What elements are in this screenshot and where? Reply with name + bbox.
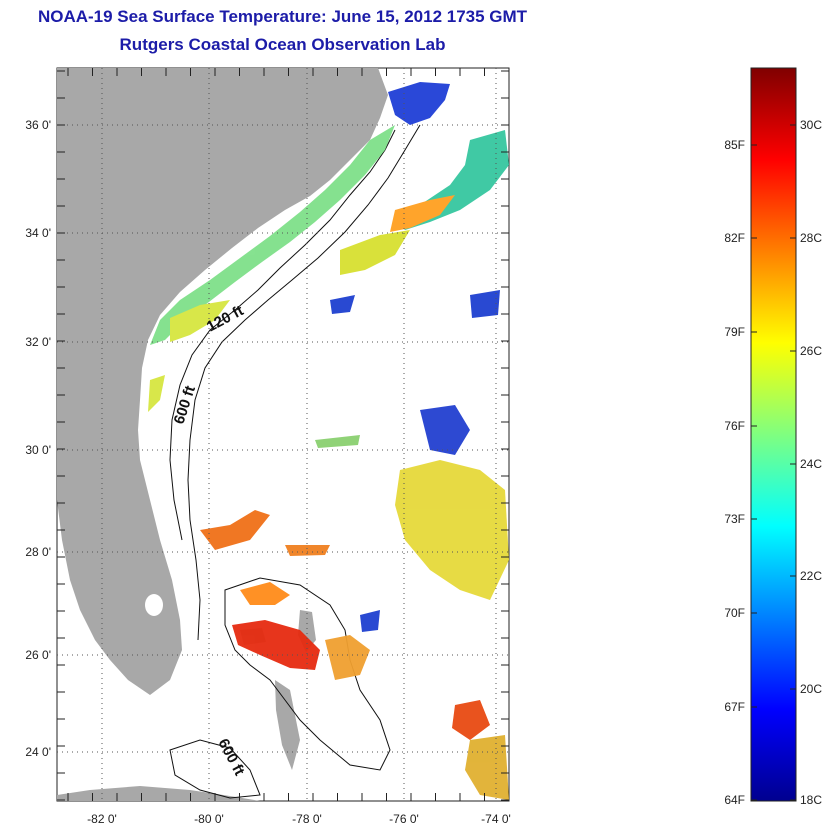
land-mainland: [57, 68, 388, 695]
colorbar-f-label: 67F: [724, 700, 745, 714]
lon-tick-label: -80 0': [194, 812, 224, 826]
lon-tick-label: -82 0': [87, 812, 117, 826]
colorbar-c-label: 26C: [800, 344, 822, 358]
colorbar-c-label: 30C: [800, 118, 822, 132]
latitude-labels: 36 0' 34 0' 32 0' 30 0' 28 0' 26 0' 24 0': [25, 118, 51, 759]
map-title: NOAA-19 Sea Surface Temperature: June 15…: [37, 7, 528, 26]
lat-tick-label: 32 0': [25, 335, 51, 349]
lake-okeechobee: [145, 594, 163, 616]
colorbar-c-label: 24C: [800, 457, 822, 471]
colorbar-f-label: 79F: [724, 325, 745, 339]
lon-tick-label: -76 0': [389, 812, 419, 826]
sst-patch-shelf-yellow: [170, 300, 230, 342]
colorbar-c-label: 28C: [800, 231, 822, 245]
land-bahamas-2: [275, 680, 300, 770]
colorbar-f-label: 70F: [724, 606, 745, 620]
colorbar-ticks: [751, 124, 796, 801]
sst-patch-coastal-shelf: [150, 125, 395, 345]
lat-tick-label: 36 0': [25, 118, 51, 132]
sst-patch-gulfstream-orange: [390, 195, 455, 232]
sst-patch-cold-1: [360, 610, 380, 632]
contour-120ft: [169, 129, 396, 541]
sst-patch-offshore-cold: [420, 405, 470, 455]
frame-ticks: [57, 68, 509, 801]
lat-tick-label: 26 0': [25, 648, 51, 662]
land-cuba: [57, 786, 260, 801]
map-subtitle: Rutgers Coastal Ocean Observation Lab: [119, 35, 446, 54]
sst-patch-bahamas-orange: [240, 582, 290, 605]
sst-patch-cold-2: [330, 295, 355, 314]
colorbar-gradient: [750, 67, 797, 802]
sst-patch-bahamas-mixed: [325, 635, 370, 680]
colorbar-c-label: 18C: [800, 793, 822, 807]
colorbar-celsius-labels: 30C 28C 26C 24C 22C 20C 18C: [800, 118, 822, 807]
sst-patch-southeast-red: [452, 700, 490, 740]
contour-600ft: [187, 124, 421, 641]
contour-bahamas: [224, 577, 391, 771]
lat-tick-label: 24 0': [25, 745, 51, 759]
sst-patch-offshore-east: [395, 460, 509, 600]
lat-tick-label: 28 0': [25, 545, 51, 559]
colorbar-f-label: 73F: [724, 512, 745, 526]
colorbar-c-label: 22C: [800, 569, 822, 583]
lon-tick-label: -78 0': [292, 812, 322, 826]
colorbar-c-label: 20C: [800, 682, 822, 696]
colorbar-f-label: 64F: [724, 793, 745, 807]
sst-patch-carolina: [148, 375, 165, 412]
sst-patch-cold-3: [470, 290, 500, 318]
colorbar-f-label: 82F: [724, 231, 745, 245]
colorbar-fahrenheit-labels: 85F 82F 79F 76F 73F 70F 67F 64F: [724, 138, 745, 807]
sst-patch-florida-straits: [200, 510, 270, 550]
contour-bahamas-south: [169, 739, 261, 799]
lat-tick-label: 30 0': [25, 443, 51, 457]
lon-tick-label: -74 0': [481, 812, 511, 826]
colorbar-f-label: 76F: [724, 419, 745, 433]
longitude-labels: -82 0' -80 0' -78 0' -76 0' -74 0': [87, 812, 511, 826]
colorbar-f-label: 85F: [724, 138, 745, 152]
sst-patch-scatter-2: [285, 545, 330, 556]
sst-patch-scatter-1: [315, 435, 360, 448]
lat-tick-label: 34 0': [25, 226, 51, 240]
sst-patch-southeast-mixed: [465, 735, 509, 800]
sst-patch-north-cold: [388, 82, 450, 125]
sst-patch-gulfstream-mid: [340, 230, 410, 275]
sst-patch-bahamas-red: [232, 620, 320, 670]
graticule: [57, 68, 509, 801]
sst-data: [148, 82, 509, 800]
